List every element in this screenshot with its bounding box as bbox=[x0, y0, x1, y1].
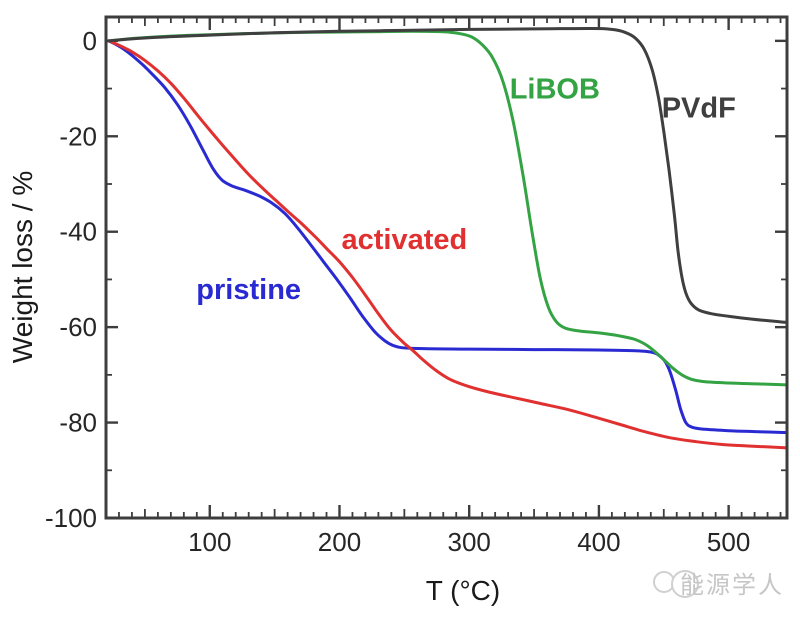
y-tick-label: -40 bbox=[59, 217, 97, 247]
y-tick-label: -60 bbox=[59, 312, 97, 342]
series-label-activated: activated bbox=[341, 224, 467, 256]
y-tick-label: -80 bbox=[59, 408, 97, 438]
series-label-LiBOB: LiBOB bbox=[510, 74, 600, 106]
series-label-PVdF: PVdF bbox=[662, 93, 736, 125]
curve-LiBOB bbox=[107, 29, 789, 387]
axis-tick-labels: 100 200 300 400 500 0 -20 -40 -60 -80 -100 bbox=[45, 26, 750, 557]
speech-bubbles-logo-icon bbox=[653, 571, 675, 593]
x-axis-title: T (°C) bbox=[426, 575, 500, 606]
curves-group bbox=[107, 26, 789, 450]
x-tick-label: 400 bbox=[577, 527, 620, 557]
series-labels-group: pristine activated LiBOB PVdF bbox=[196, 74, 736, 306]
y-tick-label: -100 bbox=[45, 503, 97, 533]
plot-frame bbox=[104, 15, 789, 520]
x-tick-label: 300 bbox=[448, 527, 491, 557]
curve-activated bbox=[107, 39, 789, 450]
y-tick-label: 0 bbox=[83, 26, 97, 56]
y-tick-label: -20 bbox=[59, 121, 97, 151]
x-tick-label: 500 bbox=[707, 527, 750, 557]
watermark-text: 能源学人 bbox=[680, 572, 784, 599]
speech-bubbles-logo-icon bbox=[671, 570, 699, 598]
logo-eye-dot bbox=[687, 579, 691, 583]
series-label-pristine: pristine bbox=[196, 274, 301, 306]
y-axis-title: Weight loss / % bbox=[7, 171, 38, 363]
curve-pristine bbox=[107, 39, 789, 435]
curve-PVdF bbox=[107, 26, 789, 324]
x-tick-label: 200 bbox=[318, 527, 361, 557]
x-tick-label: 100 bbox=[188, 527, 231, 557]
watermark: 能源学人 bbox=[653, 570, 784, 599]
